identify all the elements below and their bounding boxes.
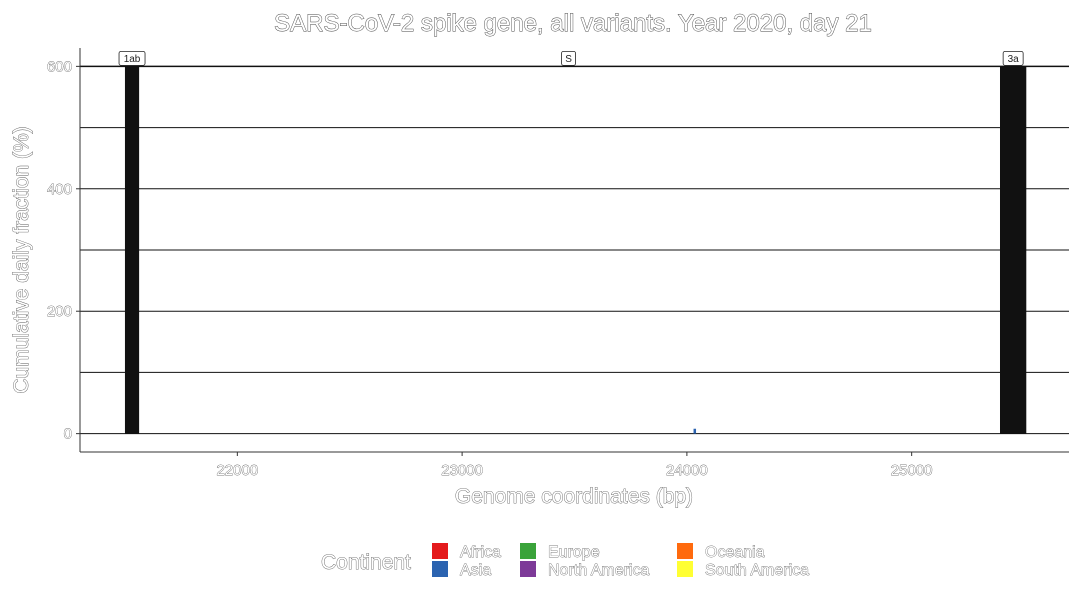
- legend-swatch-south-america: [677, 561, 693, 577]
- axes: [79, 48, 1069, 453]
- legend-label: Asia: [460, 562, 491, 579]
- gene-regions: 1ab S 3a: [118, 50, 1027, 434]
- gene-label-box: [561, 50, 576, 66]
- data-marks: [693, 428, 697, 434]
- legend-title: Continent: [321, 551, 411, 574]
- data-mark-asia: [693, 428, 697, 434]
- y-tick-label: 400: [47, 181, 72, 198]
- y-tick-labels: 0 200 400 600: [47, 58, 80, 443]
- grid-lines: [80, 65, 1069, 435]
- gene-bar-1ab: [124, 66, 140, 434]
- gene-label-S: S: [565, 54, 572, 65]
- legend-swatch-oceania: [677, 543, 693, 559]
- gene-label-1ab: 1ab: [124, 54, 141, 65]
- legend-label: Africa: [460, 544, 501, 561]
- gene-label-3a: 3a: [1008, 54, 1020, 65]
- x-tick-label: 23000: [441, 462, 483, 479]
- legend-swatch-europe: [520, 543, 536, 559]
- legend-label: Europe: [548, 544, 600, 561]
- gene-bar-3a: [999, 66, 1027, 434]
- y-tick-label: 0: [64, 426, 72, 443]
- legend-swatch-africa: [432, 543, 448, 559]
- legend-label: Oceania: [705, 544, 765, 561]
- gene-label-box: [1002, 50, 1024, 66]
- y-axis-title: Cumulative daily fraction (%): [10, 126, 33, 393]
- x-axis-title: Genome coordinates (bp): [455, 485, 693, 508]
- legend-label: South America: [705, 562, 809, 579]
- legend-swatch-asia: [432, 561, 448, 577]
- y-tick-label: 200: [47, 303, 72, 320]
- y-tick-label: 600: [47, 58, 72, 75]
- x-tick-label: 22000: [216, 462, 258, 479]
- chart-title: SARS-CoV-2 spike gene, all variants. Yea…: [274, 10, 872, 37]
- x-tick-label: 24000: [666, 462, 708, 479]
- x-tick-labels: 22000 23000 24000 25000: [216, 452, 933, 479]
- legend-swatch-north-america: [520, 561, 536, 577]
- legend-label: North America: [548, 562, 649, 579]
- gene-label-box: [118, 50, 146, 66]
- x-tick-label: 25000: [891, 462, 933, 479]
